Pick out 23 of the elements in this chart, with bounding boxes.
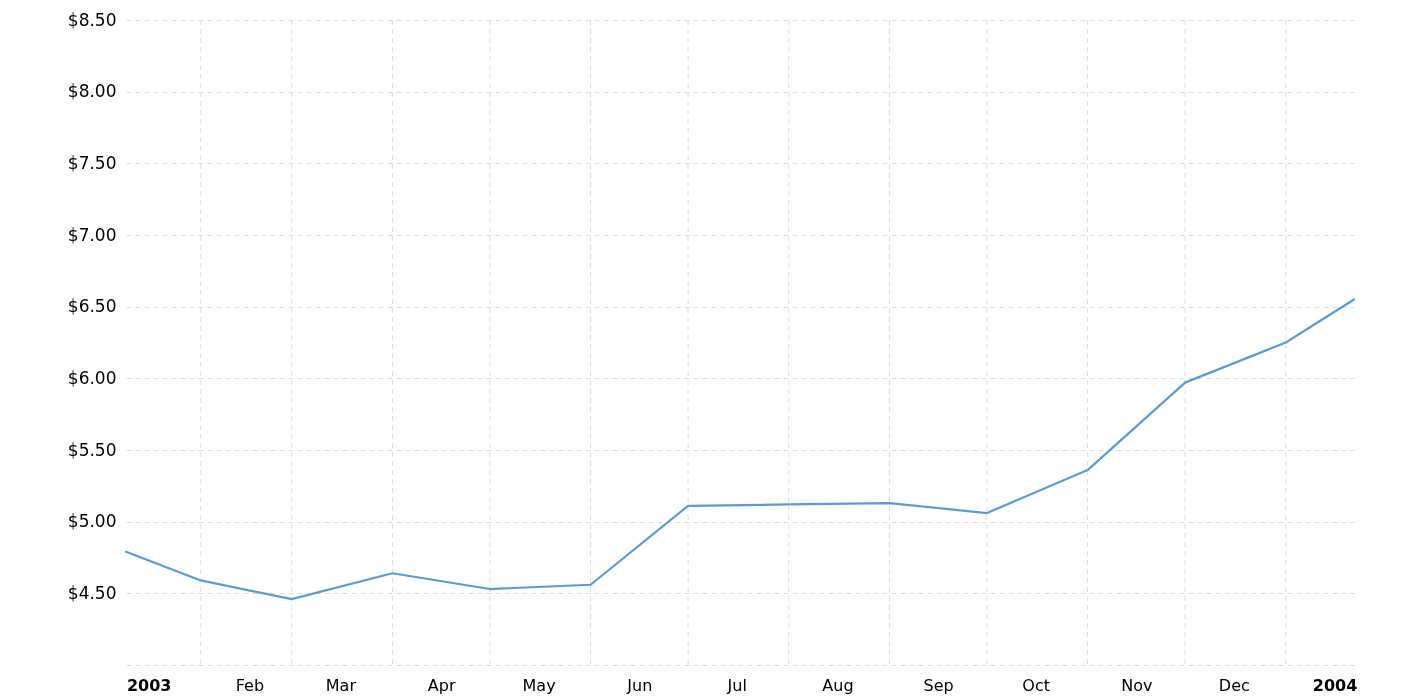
line-series xyxy=(124,298,1356,601)
y-tick-label: $6.00 xyxy=(67,367,117,388)
x-tick-label: Sep xyxy=(923,675,954,695)
y-tick-label: $5.50 xyxy=(67,439,117,460)
x-tick-label: Feb xyxy=(235,675,265,695)
x-tick-label: 2004 xyxy=(1312,675,1358,695)
x-tick-label: Dec xyxy=(1218,675,1250,695)
x-tick-label: Oct xyxy=(1022,675,1050,695)
x-tick-label: Mar xyxy=(325,675,357,695)
y-tick-label: $7.00 xyxy=(67,224,117,245)
y-tick-label: $4.50 xyxy=(67,582,117,603)
x-tick-label: Jun xyxy=(626,675,653,695)
x-tick-label: Jul xyxy=(726,675,747,695)
x-tick-label: Aug xyxy=(822,675,854,695)
x-tick-label: Apr xyxy=(427,675,456,695)
y-tick-label: $6.50 xyxy=(67,296,117,317)
x-tick-label: May xyxy=(522,675,556,695)
y-tick-label: $5.00 xyxy=(67,511,117,532)
y-tick-label: $8.50 xyxy=(67,9,117,30)
x-tick-label: Nov xyxy=(1121,675,1153,695)
x-tick-label: 2003 xyxy=(126,675,172,695)
y-tick-label: $7.50 xyxy=(67,152,117,173)
y-tick-label: $8.00 xyxy=(67,81,117,102)
